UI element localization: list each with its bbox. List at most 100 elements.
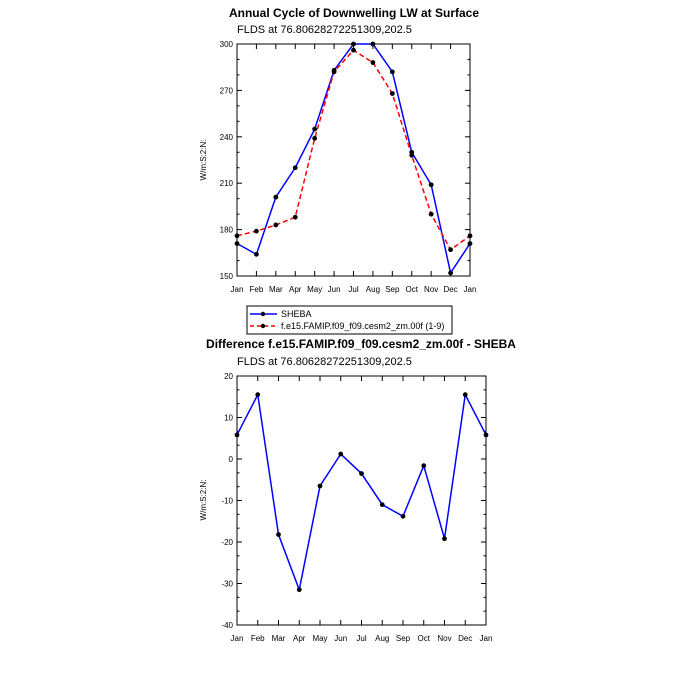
x-tick-label: Feb [250,285,264,294]
x-tick-label: Jul [348,285,358,294]
chart-difference: Difference f.e15.FAMIP.f09_f09.cesm2_zm.… [199,337,516,643]
x-tick-label: Jul [356,634,366,643]
data-point-series-2 [467,233,473,239]
x-tick-label: Dec [443,285,457,294]
y-tick-label: 240 [220,133,234,142]
data-point-series-1 [276,532,281,537]
x-tick-label: Apr [289,285,302,294]
chart-subtitle: FLDS at 76.80628272251309,202.5 [237,356,412,368]
y-tick-label: 300 [220,40,234,49]
y-tick-label: 270 [220,86,234,95]
y-tick-label: 20 [224,372,233,381]
series-line-2 [236,49,471,251]
plot-frame [236,43,471,277]
x-tick-label: Sep [385,285,400,294]
data-point-series-1 [312,126,318,132]
x-tick-label: Jan [231,285,244,294]
y-axis-label: W/m:S:2:N: [199,140,208,181]
data-point-series-1 [317,483,323,489]
chart-title: Difference f.e15.FAMIP.f09_f09.cesm2_zm.… [206,337,516,351]
chart-marks [234,41,473,276]
chart-annual-cycle: Annual Cycle of Downwelling LW at Surfac… [199,6,479,294]
x-tick-label: Apr [293,634,306,643]
legend-label-sheba: SHEBA [281,309,312,319]
data-point-series-1 [379,502,385,508]
data-point-series-1 [467,241,473,246]
x-tick-label: Jan [480,634,493,643]
y-tick-label: 210 [220,179,234,188]
legend-frame [246,305,453,335]
plot-frame [236,375,487,626]
x-tick-label: Oct [418,634,431,643]
axes-ticks: -40 -30 -20 -10 0 10 20 Jan Feb Mar Apr May Jun Jul Au… [221,372,492,643]
x-tick-label: Mar [269,285,283,294]
y-tick-label: 0 [229,455,234,464]
data-point-series-1 [351,41,356,47]
data-point-series-1 [421,463,427,469]
data-point-series-1 [442,536,447,542]
data-point-series-2 [370,60,376,65]
data-point-series-1 [428,182,434,188]
series-line-1 [236,43,471,275]
data-point-series-1 [255,392,261,398]
data-point-series-2 [234,233,240,239]
x-tick-label: Mar [272,634,286,643]
data-point-series-1 [389,69,395,75]
x-tick-label: Oct [406,285,419,294]
x-tick-label: Feb [251,634,265,643]
chart-marks [234,392,489,593]
series-line-1 [236,392,487,593]
x-tick-label: Jun [328,285,341,294]
legend-label-model: f.e15.FAMIP.f09_f09.cesm2_zm.00f (1-9) [281,321,444,331]
data-point-series-1 [234,432,240,438]
legend-marker-model [260,323,266,329]
data-point-series-2 [389,91,395,96]
data-point-series-1 [370,41,376,47]
data-point-series-2 [292,214,298,220]
data-point-series-1 [400,513,406,519]
legend: SHEBA f.e15.FAMIP.f09_f09.cesm2_zm.00f (… [246,305,453,335]
x-tick-label: Jan [231,634,244,643]
y-tick-label: -30 [221,580,233,589]
data-point-series-2 [273,222,279,228]
data-point-series-1 [273,194,279,200]
x-tick-label: Sep [396,634,411,643]
y-tick-label: -40 [221,621,233,630]
data-point-series-1 [234,241,240,246]
data-point-series-2 [254,228,259,234]
axes-ticks: 150 180 210 240 270 300 Jan Feb Mar Apr May Jun Jul A… [220,40,477,294]
data-point-series-2 [409,152,415,158]
x-tick-label: May [312,634,327,643]
data-point-series-1 [254,251,259,257]
data-point-series-1 [462,392,468,398]
legend-marker-sheba [260,311,266,317]
x-tick-label: Nov [437,634,451,643]
data-point-series-1 [338,451,344,457]
chart-subtitle: FLDS at 76.80628272251309,202.5 [237,24,412,36]
x-tick-label: Dec [458,634,472,643]
x-tick-label: May [307,285,322,294]
x-tick-label: Nov [424,285,438,294]
data-point-series-2 [428,211,434,217]
data-point-series-1 [448,270,453,276]
y-tick-label: 180 [220,226,234,235]
data-point-series-2 [312,135,318,141]
data-point-series-1 [292,165,298,171]
x-tick-label: Aug [366,285,380,294]
y-tick-label: 10 [224,414,233,423]
data-point-series-1 [359,471,364,476]
y-tick-label: -20 [221,538,233,547]
data-point-series-1 [483,432,489,438]
y-tick-label: -10 [221,497,233,506]
data-point-series-2 [351,47,356,53]
data-point-series-2 [448,247,453,253]
chart-title: Annual Cycle of Downwelling LW at Surfac… [229,6,479,20]
data-point-series-1 [296,587,302,593]
y-axis-label: W/m:S:2:N: [199,480,208,521]
x-tick-label: Aug [375,634,389,643]
data-point-series-2 [331,69,337,75]
x-tick-label: Jun [334,634,347,643]
y-tick-label: 150 [220,272,234,281]
x-tick-label: Jan [464,285,477,294]
